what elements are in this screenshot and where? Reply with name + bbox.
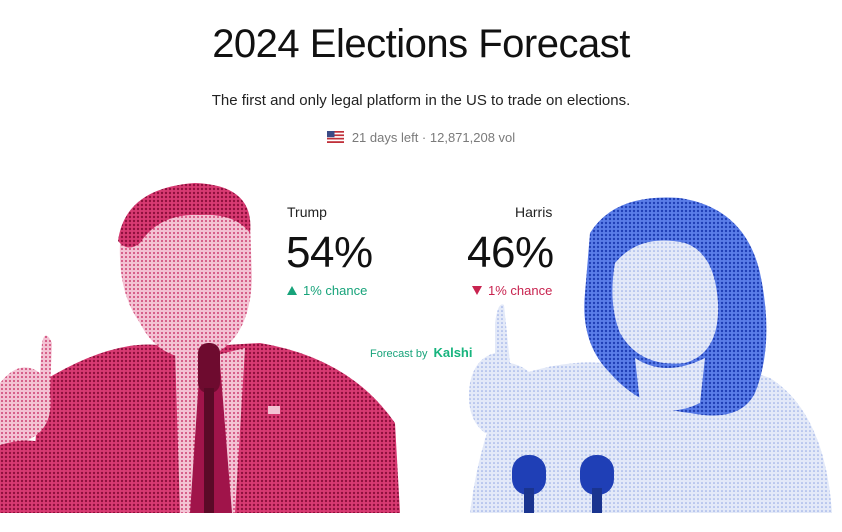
candidate-name-trump: Trump bbox=[287, 204, 327, 220]
candidate-percent-harris: 46% bbox=[467, 228, 554, 277]
candidate-change-trump: 1% chance bbox=[287, 283, 367, 298]
candidate-percent-trump: 54% bbox=[286, 228, 373, 277]
candidate-change-trump-text: 1% chance bbox=[303, 283, 368, 298]
candidate-change-harris: 1% chance bbox=[472, 283, 552, 298]
arrow-down-icon bbox=[472, 286, 482, 295]
candidate-change-harris-text: 1% chance bbox=[488, 283, 553, 298]
harris-photo bbox=[469, 197, 832, 513]
market-meta-text: 21 days left · 12,871,208 vol bbox=[351, 130, 516, 145]
kalshi-logo[interactable]: Kalshi bbox=[433, 345, 473, 360]
forecast-label: Forecast by bbox=[370, 348, 428, 360]
candidate-name-harris: Harris bbox=[515, 204, 553, 220]
trump-photo bbox=[0, 183, 400, 513]
page-subtitle: The first and only legal platform in the… bbox=[211, 92, 631, 109]
market-meta: 21 days left · 12,871,208 vol bbox=[0, 130, 842, 145]
forecast-attribution[interactable]: Forecast by Kalshi bbox=[370, 345, 472, 360]
page-title: 2024 Elections Forecast bbox=[212, 22, 630, 66]
arrow-up-icon bbox=[287, 286, 297, 295]
us-flag-icon bbox=[326, 131, 344, 143]
